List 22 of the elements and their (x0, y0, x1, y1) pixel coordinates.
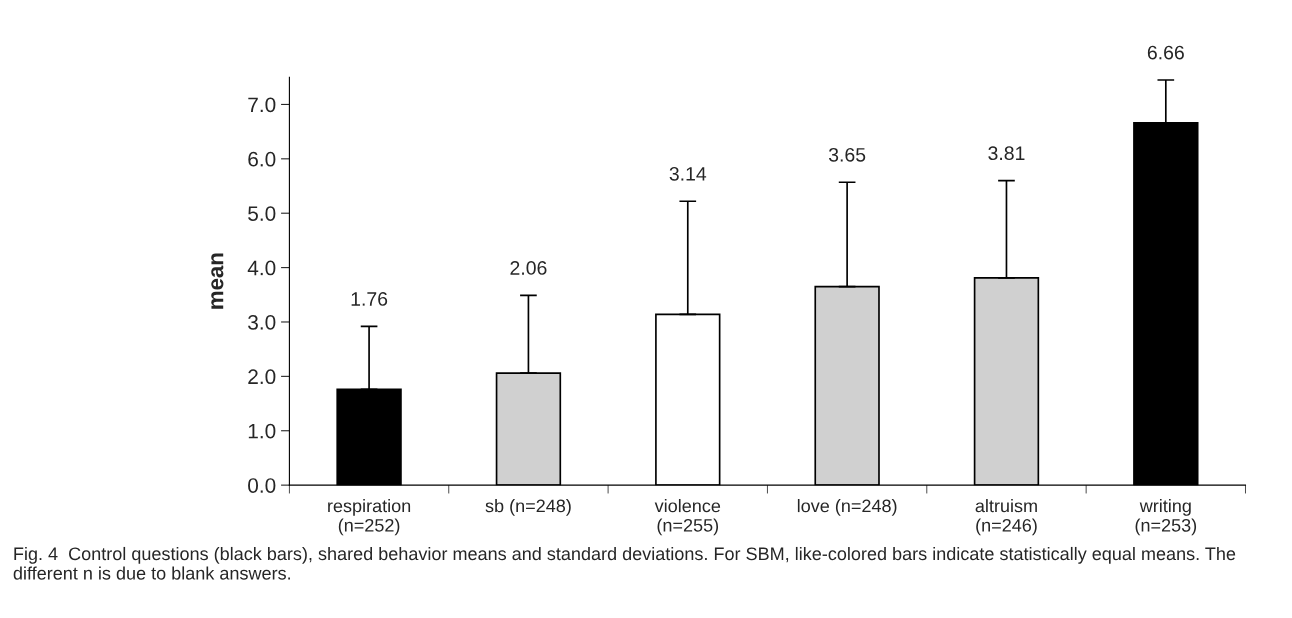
annotation: 3.14 (669, 166, 707, 181)
y-tick-label: 6.0 (248, 151, 276, 167)
y-tick-label: 0.0 (248, 478, 276, 493)
annotation: 1.76 (351, 292, 388, 306)
annotation: 2.06 (510, 261, 547, 275)
annotation: 3.81 (988, 146, 1025, 161)
annotation: 3.65 (828, 147, 866, 162)
y-tick-label: 3.0 (248, 314, 276, 330)
x-tick-label: writing (n=253) (1135, 499, 1197, 536)
y-tick-label: 7.0 (248, 97, 276, 113)
y-tick-label: 4.0 (247, 260, 276, 276)
y-tick-label: 5.0 (248, 206, 276, 221)
x-tick-label: violence (n=255) (654, 499, 721, 536)
caption: Fig. 4 Control questions (black bars), shared behavior means and standard deviations. For SBM, like-colored bars indicate statistically equal means. The different n is due to blank answers. (13, 546, 1236, 580)
y-tick-label: 1.0 (248, 423, 276, 439)
x-tick-label: altruism (n=246) (975, 499, 1037, 536)
y-tick-label: 2.0 (248, 369, 276, 385)
x-tick-label: love (n=248) (797, 499, 897, 516)
x-tick-label: respiration (n=252) (328, 499, 411, 536)
x-tick-label: sb (n=248) (485, 499, 571, 516)
annotation: 6.66 (1147, 45, 1184, 60)
y-axis-title: mean (211, 253, 224, 309)
